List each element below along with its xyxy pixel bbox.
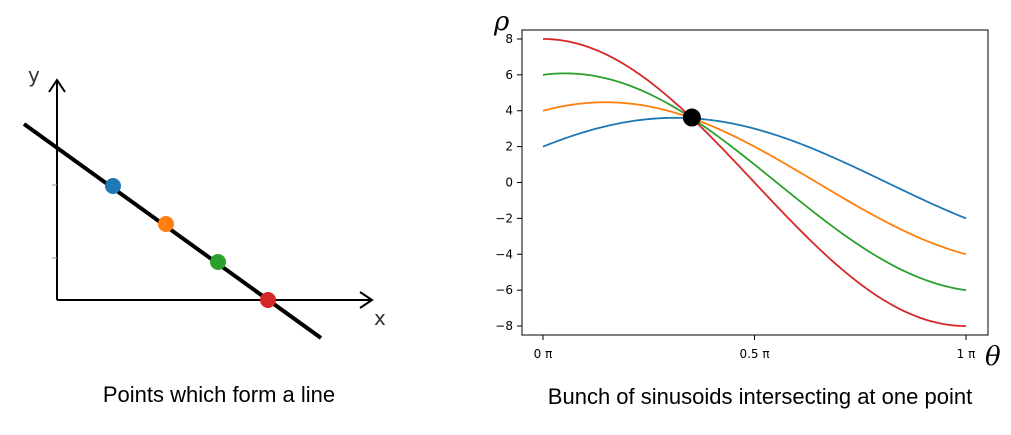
sinusoid-curve (542, 101, 967, 256)
sinusoid-curve (542, 72, 967, 292)
y-tick-label: −6 (495, 283, 513, 297)
points-line-chart: y x Points which form a line (22, 63, 386, 407)
x-ticks: 0 π 0.5 π 1 π (534, 335, 976, 361)
sinusoid-curve (542, 116, 967, 220)
fitted-line (22, 122, 323, 340)
y-axis-arrow (48, 78, 66, 93)
y-axis-label: y (28, 63, 40, 87)
y-tick-label: 4 (505, 104, 513, 118)
y-tick-label: −8 (495, 319, 513, 333)
y-ticks: 8 6 4 2 0 −2 −4 −6 −8 (495, 32, 522, 333)
x-tick-label: 0 π (534, 347, 553, 361)
y-tick-label: 0 (505, 176, 513, 190)
y-tick-label: 6 (505, 68, 513, 82)
x-axis-arrow (359, 291, 374, 309)
x-tick-label: 1 π (957, 347, 976, 361)
rho-axis-label: ρ (493, 7, 510, 37)
y-tick-label: 2 (505, 140, 513, 154)
y-tick-label: 8 (505, 32, 513, 46)
data-point (105, 178, 121, 194)
left-caption: Points which form a line (103, 382, 335, 407)
right-caption: Bunch of sinusoids intersecting at one p… (548, 384, 972, 409)
sinusoid-curves (542, 38, 967, 327)
data-point (210, 254, 226, 270)
theta-axis-label: θ (985, 342, 1001, 372)
y-tick-label: −2 (495, 211, 513, 225)
data-point (158, 216, 174, 232)
sinusoid-curve (542, 38, 967, 327)
x-axis-label: x (374, 306, 386, 330)
y-tick-label: −4 (495, 247, 513, 261)
x-tick-label: 0.5 π (739, 347, 769, 361)
data-point (260, 292, 276, 308)
sinusoids-chart: 8 6 4 2 0 −2 −4 −6 −8 0 π 0.5 π 1 π ρ θ Bunch of s… (493, 7, 1001, 409)
intersection-point (682, 108, 701, 127)
